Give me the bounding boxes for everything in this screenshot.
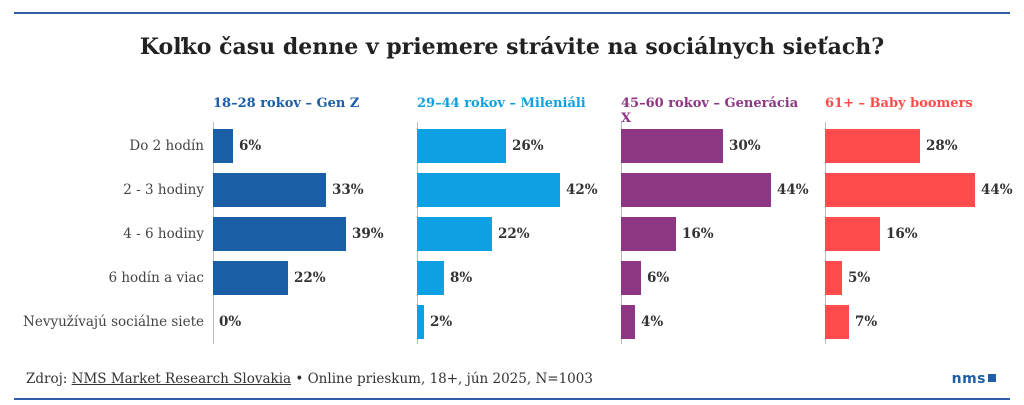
bar — [825, 129, 920, 163]
bar — [825, 173, 975, 207]
category-label: 2 - 3 hodiny — [123, 182, 204, 198]
source-link[interactable]: NMS Market Research Slovakia — [71, 371, 292, 387]
bar — [417, 261, 444, 295]
value-label: 22% — [294, 270, 326, 286]
series-title: 29–44 rokov – Mileniáli — [417, 96, 586, 111]
bar — [621, 261, 641, 295]
category-label: 6 hodín a viac — [108, 270, 204, 286]
value-label: 22% — [498, 226, 530, 242]
value-label: 28% — [926, 138, 958, 154]
value-label: 16% — [886, 226, 918, 242]
bar — [417, 129, 506, 163]
bar — [213, 261, 288, 295]
series-title: 61+ – Baby boomers — [825, 96, 973, 111]
value-label: 26% — [512, 138, 544, 154]
bar — [621, 173, 771, 207]
bar — [621, 217, 676, 251]
value-label: 5% — [848, 270, 871, 286]
value-label: 6% — [647, 270, 670, 286]
nms-logo: nms — [952, 371, 996, 387]
series-title: 18–28 rokov – Gen Z — [213, 96, 360, 111]
value-label: 4% — [641, 314, 664, 330]
bar — [213, 129, 233, 163]
value-label: 33% — [332, 182, 364, 198]
bar — [621, 129, 723, 163]
bar — [621, 305, 635, 339]
logo-square-icon — [988, 374, 996, 382]
value-label: 0% — [219, 314, 242, 330]
value-label: 44% — [777, 182, 809, 198]
bottom-rule — [14, 398, 1010, 400]
chart-title: Koľko času denne v priemere strávite na … — [139, 34, 885, 60]
value-label: 16% — [682, 226, 714, 242]
source-details: • Online prieskum, 18+, jún 2025, N=1003 — [291, 371, 593, 387]
top-rule — [14, 12, 1010, 14]
value-label: 2% — [430, 314, 453, 330]
category-label: Do 2 hodín — [129, 138, 204, 154]
value-label: 8% — [450, 270, 473, 286]
series-title: 45–60 rokov – Generácia X — [621, 96, 799, 126]
bar — [417, 173, 560, 207]
category-label: Nevyužívajú sociálne siete — [23, 314, 204, 330]
value-label: 39% — [352, 226, 384, 242]
bar — [213, 173, 326, 207]
bar — [417, 217, 492, 251]
value-label: 30% — [729, 138, 761, 154]
value-label: 6% — [239, 138, 262, 154]
value-label: 7% — [855, 314, 878, 330]
value-label: 42% — [566, 182, 598, 198]
bar — [825, 305, 849, 339]
bar — [825, 261, 842, 295]
bar — [825, 217, 880, 251]
footer: Zdroj: NMS Market Research Slovakia • On… — [26, 371, 593, 387]
source-prefix: Zdroj: — [26, 371, 72, 387]
value-label: 44% — [981, 182, 1013, 198]
category-label: 4 - 6 hodiny — [123, 226, 204, 242]
bar — [213, 217, 346, 251]
bar — [417, 305, 424, 339]
